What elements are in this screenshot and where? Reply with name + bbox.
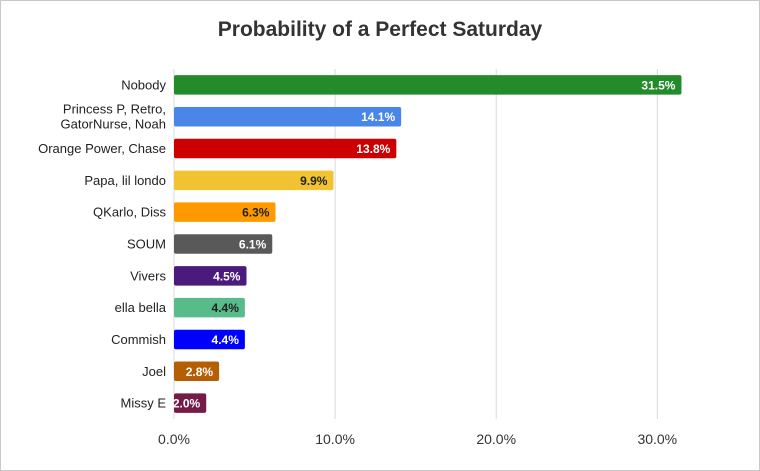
category-label: ella bella (115, 300, 167, 315)
bar-value-label: 6.1% (239, 238, 267, 252)
bar-value-label: 4.4% (212, 301, 240, 315)
category-label-line: GatorNurse, Noah (61, 117, 167, 132)
bar-value-label: 4.5% (213, 269, 241, 283)
category-label-line: ella bella (115, 300, 167, 315)
category-label: Commish (111, 332, 166, 347)
bar-value-label: 14.1% (361, 110, 395, 124)
category-label-line: Princess P, Retro, (63, 102, 166, 117)
bar (174, 106, 402, 127)
bar-value-label: 2.8% (186, 365, 214, 379)
bar-value-label: 6.3% (242, 206, 270, 220)
bar-value-label: 4.4% (212, 333, 240, 347)
bar-value-label: 9.9% (300, 174, 328, 188)
bar (174, 202, 276, 222)
x-tick-label: 0.0% (158, 431, 190, 447)
bar (174, 234, 273, 254)
bar (174, 329, 245, 350)
bar-value-label: 31.5% (641, 78, 675, 92)
bar (174, 393, 207, 413)
category-label: Nobody (121, 77, 166, 92)
bar (174, 361, 220, 382)
category-label: SOUM (127, 237, 166, 252)
category-label-line: Nobody (121, 77, 166, 92)
category-label-line: Vivers (130, 268, 166, 283)
bar (174, 266, 247, 286)
category-label-line: QKarlo, Diss (93, 205, 166, 220)
bar (174, 75, 682, 95)
category-label-line: Joel (142, 364, 166, 379)
x-tick-label: 30.0% (637, 431, 677, 447)
category-label: QKarlo, Diss (93, 205, 166, 220)
category-label: Princess P, Retro, GatorNurse, Noah (61, 102, 167, 132)
bar-value-label: 13.8% (356, 142, 390, 156)
category-label-line: Orange Power, Chase (38, 141, 166, 156)
category-label-line: Papa, lil londo (84, 173, 166, 188)
category-label: Papa, lil londo (84, 173, 166, 188)
category-label: Vivers (130, 268, 166, 283)
category-label: Orange Power, Chase (38, 141, 166, 156)
bar (174, 138, 397, 159)
category-label: Joel (142, 364, 166, 379)
category-label-line: Commish (111, 332, 166, 347)
category-label-line: Missy E (121, 396, 167, 411)
x-tick-label: 20.0% (476, 431, 516, 447)
bar-value-label: 2.0% (173, 397, 201, 411)
x-tick-label: 10.0% (315, 431, 355, 447)
bar (174, 297, 245, 318)
chart-title: Probability of a Perfect Saturday (217, 18, 543, 41)
category-label-line: SOUM (127, 237, 166, 252)
category-label: Missy E (121, 396, 167, 411)
bar (174, 170, 334, 191)
